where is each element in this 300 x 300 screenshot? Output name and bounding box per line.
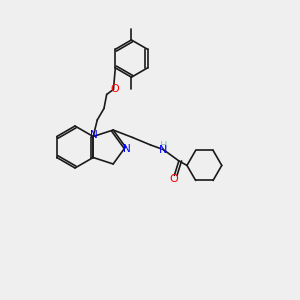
- Text: H: H: [160, 141, 167, 151]
- Text: N: N: [123, 144, 131, 154]
- Text: O: O: [111, 84, 120, 94]
- Text: N: N: [90, 130, 98, 140]
- Text: O: O: [169, 174, 178, 184]
- Text: N: N: [159, 145, 168, 155]
